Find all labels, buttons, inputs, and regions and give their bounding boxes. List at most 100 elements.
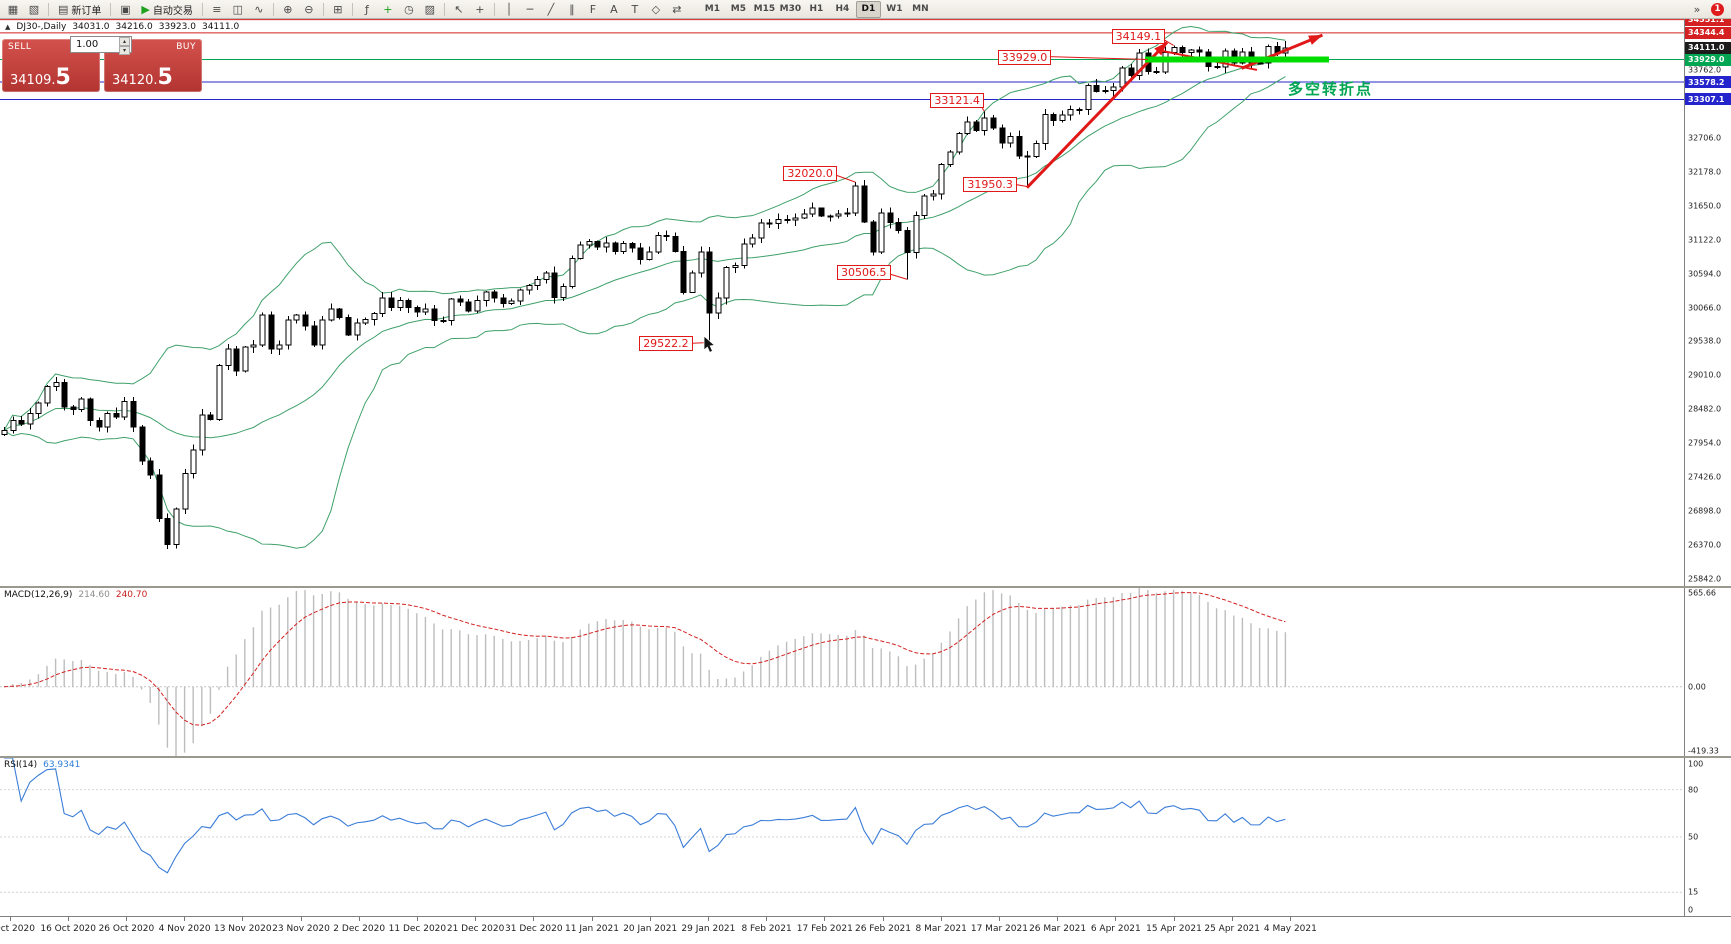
zoom-out-icon[interactable]: ⊖ [304, 2, 314, 16]
date-label: 17 Mar 2021 [970, 924, 1028, 934]
trendline-icon[interactable]: ╱ [547, 2, 555, 16]
timeframe-button-m5[interactable]: M5 [730, 4, 746, 14]
rsi-panel-series [0, 757, 1684, 893]
toolbar-right: » 1 [1687, 0, 1728, 18]
metaeditor-icon[interactable]: ▣ [120, 2, 131, 16]
mouse-cursor [703, 335, 716, 353]
time-tick [533, 917, 535, 921]
rsi-name: RSI(14) [4, 760, 38, 770]
add-indicator-icon[interactable]: + [383, 2, 393, 16]
community-icon[interactable]: » [1693, 2, 1701, 16]
price-tick-label: 29538.0 [1688, 336, 1722, 346]
timeframe-button-h4[interactable]: H4 [835, 4, 850, 14]
price-tick-label: 31650.0 [1688, 201, 1722, 211]
ohlc-high: 34216.0 [115, 22, 153, 32]
price-annotation[interactable]: 33121.4 [930, 93, 984, 109]
one-click-collapse-icon[interactable]: ▲ [5, 23, 11, 31]
bollinger-bands [3, 25, 1286, 549]
volume-input[interactable]: 1.00 ▴ ▾ [70, 36, 132, 55]
sell-label: SELL [8, 42, 32, 52]
timeframe-button-h1[interactable]: H1 [809, 4, 824, 14]
cycles-icon[interactable]: ◷ [404, 2, 414, 16]
price-annotation[interactable]: 32020.0 [783, 166, 837, 182]
price-level-lines[interactable] [0, 19, 1684, 100]
macd-value-signal: 240.70 [115, 590, 148, 600]
date-label: 21 Dec 2020 [446, 924, 505, 934]
price-annotation[interactable]: 29522.2 [639, 336, 693, 352]
breakout-arrow[interactable] [1241, 33, 1323, 70]
one-click-trading-panel: SELL 34109. 5 BUY 34120. 5 1.00 ▴ ▾ [2, 36, 202, 93]
price-level-box: 33307.1 [1685, 93, 1731, 106]
tile-windows-icon[interactable]: ⊞ [333, 2, 343, 16]
notification-badge[interactable]: 1 [1711, 2, 1724, 16]
price-annotation[interactable]: 31950.3 [963, 176, 1017, 192]
time-tick [824, 917, 826, 921]
time-tick [1231, 917, 1233, 921]
bar-chart-icon[interactable]: ≡ [212, 2, 222, 16]
new-order-button[interactable]: ▤ 新订单 [58, 2, 102, 17]
text-icon[interactable]: A [610, 2, 618, 16]
line-chart-icon[interactable]: ∿ [254, 2, 264, 16]
date-label: 6 Apr 2021 [1090, 924, 1141, 934]
buy-price-big: 5 [157, 65, 173, 91]
toolbar-separator [201, 2, 203, 16]
time-tick [184, 917, 186, 921]
fibonacci-icon[interactable]: F [589, 2, 597, 16]
axis-border [0, 916, 1731, 917]
channel-icon[interactable]: ∥ [569, 2, 575, 16]
date-label: 7 Oct 2020 [0, 924, 35, 934]
price-annotation[interactable]: 33929.0 [997, 49, 1052, 65]
panel-splitter[interactable] [0, 586, 1731, 588]
time-tick [300, 917, 302, 921]
volume-increase-button[interactable]: ▴ [119, 37, 130, 46]
volume-decrease-button[interactable]: ▾ [119, 46, 130, 55]
uptrend-arrow[interactable] [1025, 41, 1169, 189]
templates-icon[interactable]: ▨ [424, 2, 436, 16]
autotrading-button[interactable]: ▶ 自动交易 [141, 2, 193, 17]
time-tick [1289, 917, 1291, 921]
timeframe-button-w1[interactable]: W1 [886, 4, 903, 14]
crosshair-icon[interactable]: + [475, 2, 485, 16]
label-icon[interactable]: T [631, 2, 639, 16]
price-tick-label: 26370.0 [1688, 540, 1722, 550]
timeframe-button-m30[interactable]: M30 [779, 4, 802, 14]
price-tick-label: 26898.0 [1688, 506, 1722, 516]
timeframe-button-mn[interactable]: MN [912, 4, 929, 14]
price-tick-label: 80 [1688, 785, 1699, 795]
toolbar-separator [443, 2, 445, 16]
turning-point-note[interactable]: 多空转折点 [1288, 80, 1374, 98]
date-label: 11 Dec 2020 [388, 924, 447, 934]
price-level-box: 33578.2 [1685, 76, 1731, 89]
new-chart-icon[interactable]: ▦ [7, 2, 19, 16]
profiles-icon[interactable]: ▧ [28, 2, 40, 16]
date-label: 13 Nov 2020 [213, 924, 272, 934]
main-toolbar: ▦ ▧ ▤ 新订单 ▣ ▶ 自动交易 ≡ ◫ ∿ ⊕ ⊖ ⊞ ƒ + ◷ ▨ ↖ + │ ─ ╱ ∥ F A T ◇ ⇄ M1 M5 M15… [0, 0, 1731, 19]
date-label: 8 Feb 2021 [741, 924, 792, 934]
time-tick [416, 917, 418, 921]
date-label: 26 Feb 2021 [854, 924, 912, 934]
zoom-in-icon[interactable]: ⊕ [283, 2, 293, 16]
macd-name: MACD(12,26,9) [4, 590, 73, 600]
price-annotation[interactable]: 30506.5 [837, 265, 891, 281]
timeframe-button-m15[interactable]: M15 [753, 4, 776, 14]
timeframe-button-d1[interactable]: D1 [855, 0, 881, 18]
sell-price-big: 5 [55, 65, 71, 91]
cursor-icon[interactable]: ↖ [454, 2, 464, 16]
arrows-icon[interactable]: ⇄ [672, 2, 682, 16]
trend-objects[interactable] [1025, 33, 1329, 189]
time-tick [591, 917, 593, 921]
vertical-line-icon[interactable]: │ [505, 2, 513, 16]
indicators-icon[interactable]: ƒ [364, 2, 369, 16]
price-annotation[interactable]: 34149.1 [1111, 29, 1166, 45]
horizontal-line-icon[interactable]: ─ [526, 2, 534, 16]
buy-price-main: 34120. [112, 73, 158, 88]
shapes-icon[interactable]: ◇ [651, 2, 661, 16]
panel-splitter[interactable] [0, 756, 1731, 758]
candlestick-icon[interactable]: ◫ [232, 2, 244, 16]
toolbar-separator [110, 2, 112, 16]
time-tick [649, 917, 651, 921]
price-scale[interactable]: 33762.0 32706.0 32178.0 31650.0 31122.0 30594… [1684, 13, 1731, 916]
timeframe-button-m1[interactable]: M1 [704, 4, 720, 14]
